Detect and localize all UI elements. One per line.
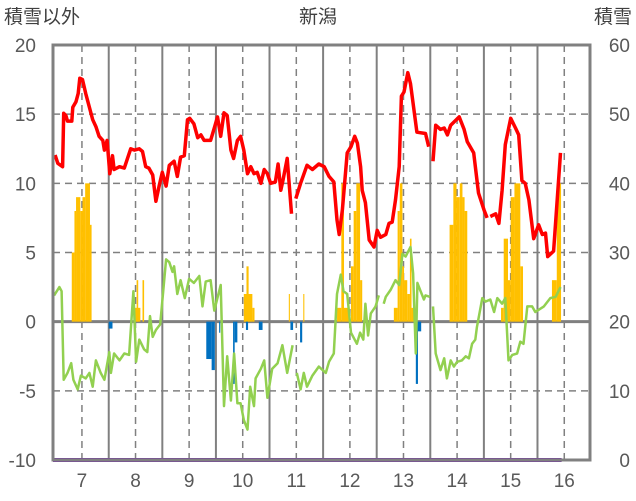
yellow-bar <box>360 280 363 322</box>
yellow-bar <box>288 294 290 322</box>
yellow-bar <box>142 280 145 322</box>
blue-bar <box>290 321 294 330</box>
chart-title: 新潟 <box>299 6 337 28</box>
yellow-bar <box>449 224 454 322</box>
blue-bar <box>211 321 215 371</box>
blue-bar <box>245 321 249 330</box>
x-tick-label: 14 <box>447 471 469 492</box>
yellow-bar <box>350 266 354 322</box>
y-tick-label: 20 <box>15 36 36 57</box>
blue-bar <box>258 321 263 330</box>
yellow-bar <box>501 307 504 322</box>
gridlines <box>53 45 590 460</box>
x-tick-label: 11 <box>286 471 306 492</box>
x-tick-label: 7 <box>77 471 88 492</box>
y-tick-label: 15 <box>15 105 36 126</box>
yellow-bar <box>353 211 357 322</box>
yellow-bar <box>551 280 557 322</box>
yellow-bar <box>510 197 515 322</box>
yellow-bar <box>303 294 305 322</box>
yellow-bar <box>71 252 75 322</box>
bar-series <box>71 183 562 384</box>
x-tick-label: 12 <box>339 471 360 492</box>
x-tick-label: 9 <box>184 471 195 492</box>
yellow-bar <box>76 197 81 322</box>
yellow-bar <box>514 183 521 322</box>
yellow-bar <box>508 280 511 322</box>
yellow-bar <box>399 183 403 322</box>
x-tick-label: 15 <box>500 471 521 492</box>
blue-bar <box>206 321 212 360</box>
y2-tick-label: 20 <box>609 313 630 334</box>
y2-tick-label: 10 <box>609 382 630 403</box>
y-tick-label: -10 <box>9 451 36 472</box>
yellow-bar <box>136 280 139 322</box>
yellow-bar <box>456 197 460 322</box>
blue-bar <box>234 321 238 343</box>
y2-tick-label: 30 <box>609 244 630 265</box>
yellow-bar <box>556 183 562 322</box>
blue-bar <box>108 321 113 329</box>
blue-bar <box>300 321 303 343</box>
left-axis-title: 積雪以外 <box>4 6 80 28</box>
yellow-bar <box>464 211 468 322</box>
plot-frame <box>51 43 592 462</box>
green-line <box>53 245 562 431</box>
y-tick-label: -5 <box>19 382 36 403</box>
tick-labels: -10 -5 0 5 10 15 20 0 10 20 30 40 50 60 7 8 9 10 11 12 13 14 1… <box>9 36 630 492</box>
yellow-bar <box>503 238 509 322</box>
blue-bar <box>219 321 221 333</box>
yellow-bar <box>411 307 414 322</box>
yellow-bar <box>402 266 405 322</box>
y2-tick-label: 50 <box>609 105 630 126</box>
yellow-bar <box>356 183 361 322</box>
x-tick-label: 16 <box>554 471 575 492</box>
yellow-bar <box>82 197 86 322</box>
yellow-bar <box>89 224 92 322</box>
yellow-bar <box>341 183 345 322</box>
yellow-bar <box>520 266 524 322</box>
yellow-bar <box>393 307 398 322</box>
yellow-bar <box>337 307 342 322</box>
right-axis-title: 積雪 <box>594 6 632 28</box>
blue-bar <box>417 321 422 332</box>
yellow-bar <box>409 238 412 322</box>
yellow-bar <box>453 183 457 322</box>
y-tick-label: 10 <box>15 174 36 195</box>
yellow-bar <box>397 211 400 322</box>
yellow-bar <box>407 294 410 322</box>
yellow-bar <box>74 211 77 322</box>
yellow-bar <box>462 197 465 322</box>
line-series <box>53 70 563 462</box>
yellow-bar <box>85 183 90 322</box>
yellow-bar <box>459 183 463 322</box>
red-line <box>53 70 563 259</box>
y2-tick-label: 40 <box>609 174 630 195</box>
x-tick-label: 10 <box>232 471 253 492</box>
x-tick-label: 13 <box>393 471 414 492</box>
x-tick-label: 8 <box>130 471 141 492</box>
y2-tick-label: 60 <box>609 36 630 57</box>
yellow-bar <box>246 266 249 322</box>
yellow-bar <box>404 280 408 322</box>
y-tick-label: 5 <box>25 244 36 265</box>
yellow-bar <box>252 307 255 322</box>
y-tick-label: 0 <box>25 313 36 334</box>
yellow-bar <box>80 211 83 322</box>
yellow-bar <box>344 307 349 322</box>
y2-tick-label: 0 <box>619 451 630 472</box>
